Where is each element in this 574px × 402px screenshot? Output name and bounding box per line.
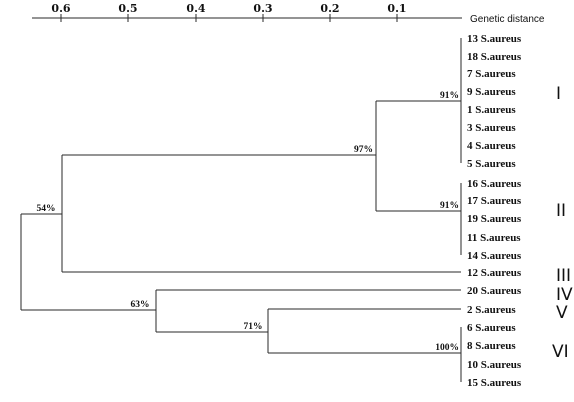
axis-tick-label-04: 0.4 <box>186 2 205 15</box>
leaf-label: 18 S.aureus <box>467 51 522 63</box>
support-label-node-I-II: 97% <box>354 145 373 155</box>
support-label-cluster-I: 91% <box>440 91 459 101</box>
leaf-labels: 13 S.aureus 18 S.aureus 7 S.aureus 9 S.a… <box>467 33 522 389</box>
cluster-label-II: II <box>556 201 566 221</box>
axis-tick-label-05: 0.5 <box>118 2 137 15</box>
leaf-label: 20 S.aureus <box>467 285 522 297</box>
axis-tick-label-01: 0.1 <box>387 2 406 15</box>
support-label-root: 54% <box>37 204 56 214</box>
leaf-label: 9 S.aureus <box>467 86 516 98</box>
cluster-label-V: V <box>556 303 568 323</box>
axis-title: Genetic distance <box>470 14 545 25</box>
cluster-label-VI: VI <box>552 342 569 362</box>
leaf-label: 1 S.aureus <box>467 104 516 116</box>
cluster-label-III: III <box>556 266 571 286</box>
support-values: 91% 91% 97% 54% 63% 71% 100% <box>37 91 460 353</box>
support-label-cluster-VI: 100% <box>435 343 459 353</box>
tree-branches <box>20 38 462 382</box>
distance-axis: 0.6 0.5 0.4 0.3 0.2 0.1 Genetic distance <box>32 2 545 25</box>
leaf-label: 15 S.aureus <box>467 377 522 389</box>
leaf-label: 16 S.aureus <box>467 178 522 190</box>
cluster-label-IV: IV <box>556 285 573 305</box>
leaf-label: 2 S.aureus <box>467 304 516 316</box>
cluster-labels: I II III IV V VI <box>552 84 573 362</box>
leaf-label: 17 S.aureus <box>467 195 522 207</box>
leaf-label: 12 S.aureus <box>467 267 522 279</box>
leaf-label: 4 S.aureus <box>467 140 516 152</box>
axis-tick-label-03: 0.3 <box>253 2 272 15</box>
leaf-label: 11 S.aureus <box>467 232 521 244</box>
leaf-label: 10 S.aureus <box>467 359 522 371</box>
support-label-cluster-II: 91% <box>440 201 459 211</box>
leaf-label: 8 S.aureus <box>467 340 516 352</box>
support-label-node-V-VI: 71% <box>244 322 263 332</box>
leaf-label: 6 S.aureus <box>467 322 516 334</box>
axis-tick-label-02: 0.2 <box>320 2 339 15</box>
leaf-label: 19 S.aureus <box>467 213 522 225</box>
leaf-label: 7 S.aureus <box>467 68 516 80</box>
cluster-label-I: I <box>556 84 561 104</box>
support-label-node-IV-V-VI: 63% <box>131 300 150 310</box>
leaf-label: 5 S.aureus <box>467 158 516 170</box>
leaf-label: 14 S.aureus <box>467 250 522 262</box>
leaf-label: 3 S.aureus <box>467 122 516 134</box>
leaf-label: 13 S.aureus <box>467 33 522 45</box>
axis-tick-label-06: 0.6 <box>51 2 70 15</box>
